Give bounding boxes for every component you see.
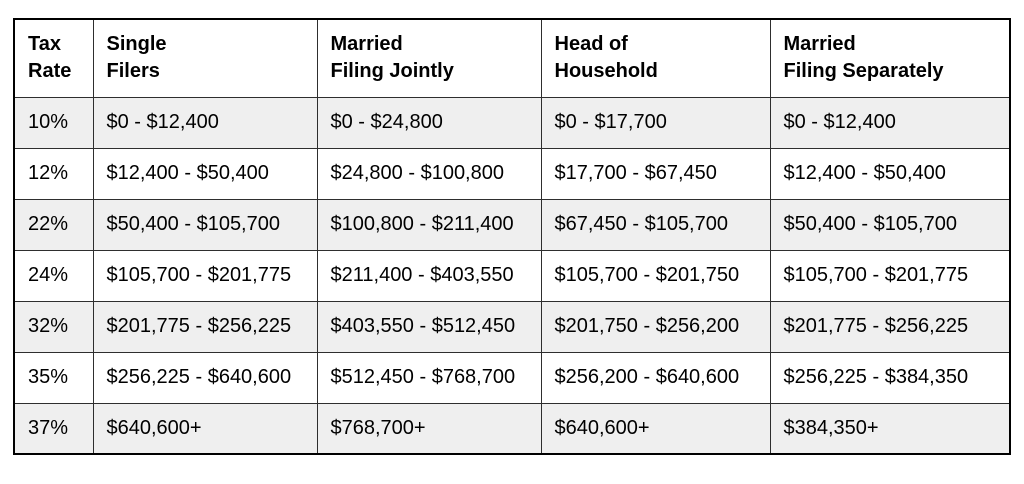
header-row: Tax Rate Single Filers Married Filing Jo… bbox=[13, 18, 1011, 98]
tax-bracket-table: Tax Rate Single Filers Married Filing Jo… bbox=[13, 18, 1011, 455]
col-header-married-filing-separately: Married Filing Separately bbox=[769, 18, 1011, 98]
cell-single: $105,700 - $201,775 bbox=[92, 249, 318, 302]
table-row-35-percent: 35% $256,225 - $640,600 $512,450 - $768,… bbox=[13, 351, 1011, 404]
cell-single: $201,775 - $256,225 bbox=[92, 300, 318, 353]
table-row-12-percent: 12% $12,400 - $50,400 $24,800 - $100,800… bbox=[13, 147, 1011, 200]
cell-head-household: $256,200 - $640,600 bbox=[540, 351, 771, 404]
cell-head-household: $67,450 - $105,700 bbox=[540, 198, 771, 251]
cell-rate: 10% bbox=[13, 96, 94, 149]
table-row-37-percent: 37% $640,600+ $768,700+ $640,600+ $384,3… bbox=[13, 402, 1011, 455]
cell-rate: 37% bbox=[13, 402, 94, 455]
col-header-head-of-household: Head of Household bbox=[540, 18, 771, 98]
cell-married-jointly: $211,400 - $403,550 bbox=[316, 249, 542, 302]
cell-married-separately: $12,400 - $50,400 bbox=[769, 147, 1011, 200]
col-header-tax-rate: Tax Rate bbox=[13, 18, 94, 98]
cell-married-separately: $256,225 - $384,350 bbox=[769, 351, 1011, 404]
cell-married-jointly: $0 - $24,800 bbox=[316, 96, 542, 149]
cell-single: $640,600+ bbox=[92, 402, 318, 455]
cell-married-separately: $384,350+ bbox=[769, 402, 1011, 455]
cell-head-household: $0 - $17,700 bbox=[540, 96, 771, 149]
cell-rate: 32% bbox=[13, 300, 94, 353]
table-row-24-percent: 24% $105,700 - $201,775 $211,400 - $403,… bbox=[13, 249, 1011, 302]
cell-head-household: $105,700 - $201,750 bbox=[540, 249, 771, 302]
cell-single: $50,400 - $105,700 bbox=[92, 198, 318, 251]
cell-married-jointly: $24,800 - $100,800 bbox=[316, 147, 542, 200]
cell-single: $12,400 - $50,400 bbox=[92, 147, 318, 200]
col-header-single-filers: Single Filers bbox=[92, 18, 318, 98]
cell-married-separately: $0 - $12,400 bbox=[769, 96, 1011, 149]
cell-rate: 35% bbox=[13, 351, 94, 404]
cell-single: $256,225 - $640,600 bbox=[92, 351, 318, 404]
cell-head-household: $17,700 - $67,450 bbox=[540, 147, 771, 200]
cell-married-jointly: $100,800 - $211,400 bbox=[316, 198, 542, 251]
cell-married-jointly: $403,550 - $512,450 bbox=[316, 300, 542, 353]
table-row-10-percent: 10% $0 - $12,400 $0 - $24,800 $0 - $17,7… bbox=[13, 96, 1011, 149]
cell-head-household: $640,600+ bbox=[540, 402, 771, 455]
table-row-22-percent: 22% $50,400 - $105,700 $100,800 - $211,4… bbox=[13, 198, 1011, 251]
tax-bracket-table-container: Tax Rate Single Filers Married Filing Jo… bbox=[13, 18, 1011, 455]
cell-head-household: $201,750 - $256,200 bbox=[540, 300, 771, 353]
cell-married-separately: $50,400 - $105,700 bbox=[769, 198, 1011, 251]
table-row-32-percent: 32% $201,775 - $256,225 $403,550 - $512,… bbox=[13, 300, 1011, 353]
cell-rate: 12% bbox=[13, 147, 94, 200]
cell-married-jointly: $512,450 - $768,700 bbox=[316, 351, 542, 404]
cell-married-separately: $105,700 - $201,775 bbox=[769, 249, 1011, 302]
cell-married-jointly: $768,700+ bbox=[316, 402, 542, 455]
cell-rate: 22% bbox=[13, 198, 94, 251]
cell-single: $0 - $12,400 bbox=[92, 96, 318, 149]
cell-rate: 24% bbox=[13, 249, 94, 302]
cell-married-separately: $201,775 - $256,225 bbox=[769, 300, 1011, 353]
col-header-married-filing-jointly: Married Filing Jointly bbox=[316, 18, 542, 98]
